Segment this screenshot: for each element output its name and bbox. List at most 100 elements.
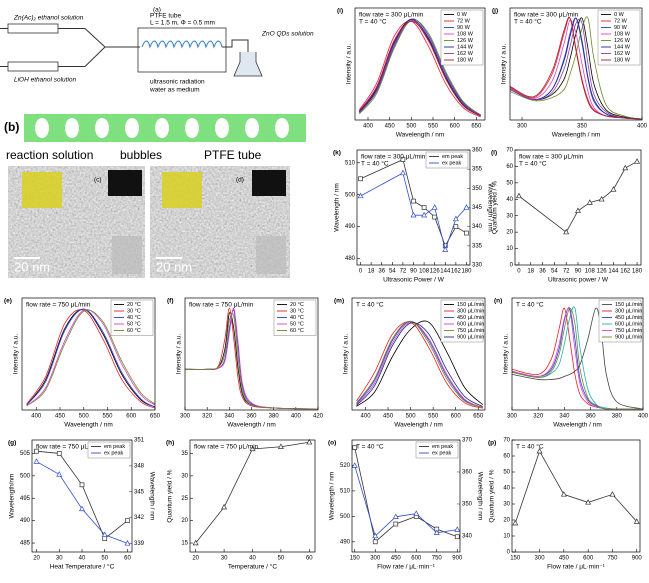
marker	[101, 531, 108, 537]
band-label: PTFE tube	[204, 148, 262, 162]
x-tick-label: 450	[385, 124, 396, 130]
y-tick-label: 20	[503, 518, 510, 524]
bubbles	[35, 118, 289, 138]
plot-frame	[189, 439, 316, 553]
legend-label: 20 °C	[127, 302, 141, 308]
legend-label: em peak	[104, 444, 125, 450]
x-tick-label: 108	[585, 269, 596, 275]
y2-tick-label: 360	[462, 470, 473, 476]
legend-label: 0 W	[614, 12, 625, 18]
chart: 0 18 36 54 72 90 108 126 144 162 180 0 10 20 30 40 50 60 7…	[491, 148, 643, 284]
panel-label: (l)	[491, 150, 497, 157]
y2-tick-label: 345	[472, 205, 483, 211]
series-line	[356, 322, 483, 407]
legend-label: 72 W	[614, 18, 628, 24]
x-tick-label: 300	[535, 556, 546, 562]
y-tick-label: 505	[20, 451, 31, 457]
legend-label: ex peak	[104, 450, 124, 456]
x-axis-label: Heat Temperature / °C	[50, 563, 115, 571]
y-tick-label: 70	[503, 438, 510, 444]
tem-d: (d) 20 nm	[150, 166, 290, 278]
chart: 300 320 340 360 380 400 420 Wavelength / nm Inte…	[167, 297, 324, 429]
bath-label: water as medium	[149, 87, 200, 94]
series-line	[360, 159, 467, 247]
marker	[575, 207, 581, 213]
y-tick-label: 25	[181, 496, 188, 502]
x-tick-label: 72	[400, 269, 407, 275]
schematic-a: (a) Zn(Ac)₂ ethanol solution LiOH ethano…	[0, 7, 314, 94]
y-tick-label: 510	[340, 488, 351, 494]
annotation: flow rate = 300 μL/min	[359, 12, 424, 19]
y2-tick-label: 351	[134, 438, 145, 444]
y2-tick-label: 342	[134, 515, 145, 521]
x-axis-label: Wavelength / nm	[227, 422, 276, 429]
legend-label: 90 W	[614, 25, 628, 31]
bath	[137, 27, 227, 73]
marker	[433, 529, 440, 535]
panel-label: (i)	[337, 8, 343, 15]
legend-label: 450 μL/min	[457, 315, 484, 321]
flask	[233, 52, 263, 77]
y-tick-label: 70	[506, 148, 513, 154]
chart: 400 450 500 550 600 650 Wavelength / nm Intensi…	[4, 297, 161, 429]
annotation: flow rate = 750 μL/min	[26, 302, 91, 309]
plot-frame	[31, 439, 133, 553]
band-label: bubbles	[120, 148, 162, 162]
x-tick-label: 50	[278, 556, 285, 562]
series-line	[356, 320, 484, 407]
series-line	[510, 18, 642, 120]
annotation: flow rate = 750 μL/min	[189, 302, 254, 309]
y-tick-label: 10	[506, 246, 513, 252]
marker	[536, 447, 543, 454]
x-tick-label: 30	[56, 556, 63, 562]
y2-tick-label: 339	[134, 541, 145, 547]
y-tick-label: 10	[503, 534, 510, 540]
x-tick-label: 500	[406, 124, 417, 130]
marker	[463, 204, 470, 210]
y-tick-label: 500	[340, 514, 351, 520]
y-tick-label: 30	[503, 502, 510, 508]
annotation: T = 40 °C	[514, 18, 542, 26]
x-tick-label: 180	[632, 269, 643, 275]
x-tick-label: 36	[378, 269, 385, 275]
legend-label: 144 W	[614, 44, 631, 50]
x-tick-label: 650	[471, 124, 482, 130]
series-line	[26, 308, 155, 408]
marker	[515, 192, 522, 199]
x-tick-label: 60	[124, 556, 131, 562]
y2-tick-label: 330	[472, 263, 483, 269]
x-tick-label: 30	[221, 556, 228, 562]
panel-label: (j)	[492, 8, 498, 15]
y-tick-label: 40	[503, 486, 510, 492]
marker	[102, 536, 108, 541]
y-tick-label: 35	[181, 451, 188, 457]
y-tick-label: 490	[340, 539, 351, 545]
marker	[411, 198, 416, 204]
x-tick-label: 380	[612, 414, 623, 420]
y2-tick-label: 340	[462, 534, 473, 540]
series-line	[512, 306, 643, 410]
legend-label: 600 μL/min	[457, 321, 484, 327]
band-label: reaction solution	[6, 148, 93, 162]
marker	[432, 214, 438, 220]
marker	[351, 462, 358, 468]
legend-label: 144 W	[457, 44, 474, 50]
marker	[277, 443, 284, 449]
plot-frame	[184, 297, 319, 411]
legend-box	[440, 299, 484, 343]
x-tick-label: 162	[620, 269, 631, 275]
x-axis-label: Flow rate / μL·min⁻¹	[377, 564, 436, 571]
series-line	[510, 17, 642, 120]
bubble	[245, 118, 259, 138]
y-tick-label: 40	[506, 197, 513, 203]
legend-label: 40 °C	[127, 315, 141, 321]
marker	[609, 491, 616, 497]
y-tick-label: 15	[181, 541, 188, 547]
x-tick-label: 500	[406, 414, 417, 420]
y-axis-label: Intensity / a.u.	[343, 334, 350, 375]
legend-box	[415, 441, 459, 459]
bubble	[125, 118, 139, 138]
panel-label: (p)	[488, 440, 496, 447]
panel-label: (e)	[4, 298, 12, 305]
panel-label: (g)	[8, 440, 16, 447]
